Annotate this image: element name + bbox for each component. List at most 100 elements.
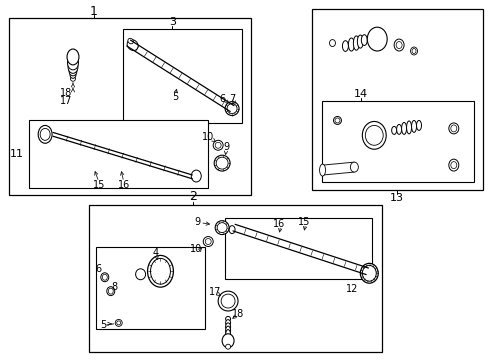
Text: 14: 14 xyxy=(353,89,367,99)
Ellipse shape xyxy=(357,35,363,48)
Ellipse shape xyxy=(353,36,359,50)
Ellipse shape xyxy=(40,129,50,140)
Text: 9: 9 xyxy=(194,217,200,227)
Text: 18: 18 xyxy=(60,88,72,98)
Ellipse shape xyxy=(362,265,375,281)
Ellipse shape xyxy=(448,159,458,171)
Ellipse shape xyxy=(395,41,401,49)
Ellipse shape xyxy=(38,125,52,143)
Text: 10: 10 xyxy=(202,132,214,142)
Ellipse shape xyxy=(214,155,230,171)
Ellipse shape xyxy=(410,47,417,55)
Bar xyxy=(96,247,205,329)
Text: 5: 5 xyxy=(172,92,178,102)
Bar xyxy=(89,205,382,352)
Ellipse shape xyxy=(102,274,107,280)
Ellipse shape xyxy=(101,273,108,282)
Ellipse shape xyxy=(225,326,230,336)
Ellipse shape xyxy=(128,39,133,44)
Text: 9: 9 xyxy=(223,142,229,152)
Ellipse shape xyxy=(115,319,122,327)
Ellipse shape xyxy=(228,226,235,234)
Ellipse shape xyxy=(319,164,325,176)
Text: 17: 17 xyxy=(208,287,221,297)
Ellipse shape xyxy=(215,142,221,148)
Ellipse shape xyxy=(225,323,230,331)
Ellipse shape xyxy=(342,41,347,51)
Polygon shape xyxy=(322,162,354,175)
Ellipse shape xyxy=(205,239,211,244)
Text: 12: 12 xyxy=(346,284,358,294)
Text: 5: 5 xyxy=(101,320,107,330)
Bar xyxy=(311,9,482,190)
Text: 4: 4 xyxy=(152,248,158,258)
Ellipse shape xyxy=(213,140,223,150)
Ellipse shape xyxy=(147,255,173,287)
Ellipse shape xyxy=(411,49,415,54)
Ellipse shape xyxy=(117,321,121,325)
Ellipse shape xyxy=(150,258,170,284)
Ellipse shape xyxy=(221,294,235,308)
Ellipse shape xyxy=(450,162,456,168)
Ellipse shape xyxy=(67,56,78,70)
Text: 11: 11 xyxy=(10,149,24,159)
Text: 7: 7 xyxy=(228,94,235,104)
Text: 16: 16 xyxy=(117,180,129,190)
Ellipse shape xyxy=(225,320,230,326)
Ellipse shape xyxy=(226,104,237,113)
Ellipse shape xyxy=(396,125,401,134)
Text: 15: 15 xyxy=(297,217,309,227)
Ellipse shape xyxy=(69,66,77,76)
Ellipse shape xyxy=(401,122,406,134)
Ellipse shape xyxy=(70,71,76,78)
Bar xyxy=(9,18,250,195)
Bar xyxy=(122,29,242,123)
Ellipse shape xyxy=(362,121,386,149)
Ellipse shape xyxy=(350,162,358,172)
Ellipse shape xyxy=(70,76,75,81)
Ellipse shape xyxy=(406,121,411,134)
Ellipse shape xyxy=(222,334,234,348)
Text: 3: 3 xyxy=(168,17,176,27)
Ellipse shape xyxy=(135,269,145,280)
Ellipse shape xyxy=(333,117,341,125)
Ellipse shape xyxy=(329,40,335,46)
Ellipse shape xyxy=(366,27,386,51)
Ellipse shape xyxy=(225,330,230,340)
Bar xyxy=(321,100,473,182)
Ellipse shape xyxy=(106,287,115,296)
Ellipse shape xyxy=(67,49,79,65)
Ellipse shape xyxy=(450,125,456,132)
Ellipse shape xyxy=(361,35,366,45)
Ellipse shape xyxy=(360,264,377,283)
Text: 6: 6 xyxy=(96,264,102,274)
Bar xyxy=(224,218,371,279)
Ellipse shape xyxy=(365,125,383,145)
Ellipse shape xyxy=(216,157,227,169)
Ellipse shape xyxy=(218,291,238,311)
Text: 8: 8 xyxy=(111,282,118,292)
Text: 15: 15 xyxy=(92,180,105,190)
Ellipse shape xyxy=(393,39,403,51)
Text: 1: 1 xyxy=(90,5,98,18)
Ellipse shape xyxy=(224,102,239,116)
Ellipse shape xyxy=(203,237,213,247)
Text: 6: 6 xyxy=(219,94,225,104)
Ellipse shape xyxy=(448,123,458,134)
Ellipse shape xyxy=(108,288,113,294)
Ellipse shape xyxy=(127,40,138,50)
Ellipse shape xyxy=(191,170,201,182)
Text: 13: 13 xyxy=(389,193,403,203)
Text: 16: 16 xyxy=(272,219,285,229)
Ellipse shape xyxy=(347,38,354,51)
Ellipse shape xyxy=(334,118,339,123)
Ellipse shape xyxy=(416,121,421,130)
Text: 18: 18 xyxy=(231,309,244,319)
Bar xyxy=(29,121,208,188)
Ellipse shape xyxy=(68,60,78,73)
Text: 2: 2 xyxy=(189,190,197,203)
Ellipse shape xyxy=(217,223,226,233)
Ellipse shape xyxy=(411,121,416,132)
Ellipse shape xyxy=(391,126,396,134)
Ellipse shape xyxy=(225,316,230,321)
